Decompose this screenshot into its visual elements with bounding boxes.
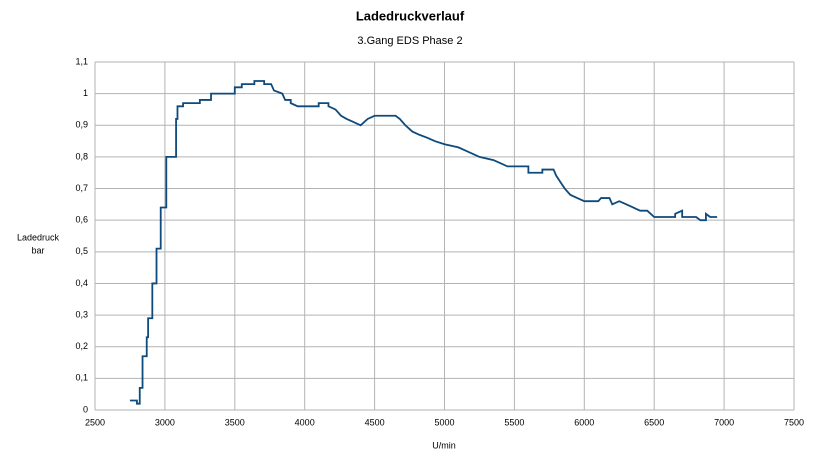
y-tick-label: 1,1 bbox=[75, 56, 88, 66]
y-tick-label: 0,2 bbox=[75, 341, 88, 351]
x-tick-label: 4000 bbox=[295, 417, 315, 427]
y-tick-label: 0,5 bbox=[75, 246, 88, 256]
x-tick-label: 7500 bbox=[784, 417, 804, 427]
y-tick-label: 0,6 bbox=[75, 215, 88, 225]
x-tick-label: 3000 bbox=[155, 417, 175, 427]
y-axis-label: bar bbox=[31, 245, 44, 255]
y-tick-label: 0,1 bbox=[75, 373, 88, 383]
x-tick-label: 2500 bbox=[85, 417, 105, 427]
data-line bbox=[129, 80, 718, 405]
y-tick-label: 0,7 bbox=[75, 183, 88, 193]
y-tick-label: 0,4 bbox=[75, 278, 88, 288]
x-tick-label: 5500 bbox=[504, 417, 524, 427]
chart-subtitle: 3.Gang EDS Phase 2 bbox=[357, 35, 462, 47]
x-tick-label: 6500 bbox=[644, 417, 664, 427]
y-tick-label: 1 bbox=[83, 88, 88, 98]
x-tick-label: 4500 bbox=[365, 417, 385, 427]
x-tick-label: 6000 bbox=[574, 417, 594, 427]
x-tick-label: 5000 bbox=[434, 417, 454, 427]
chart-title: Ladedruckverlauf bbox=[356, 8, 465, 23]
y-tick-label: 0,8 bbox=[75, 151, 88, 161]
x-tick-label: 3500 bbox=[225, 417, 245, 427]
x-axis-label: U/min bbox=[432, 440, 456, 450]
y-tick-label: 0,9 bbox=[75, 120, 88, 130]
x-tick-label: 7000 bbox=[714, 417, 734, 427]
y-tick-label: 0 bbox=[83, 404, 88, 414]
y-tick-label: 0,3 bbox=[75, 309, 88, 319]
y-axis-label: Ladedruck bbox=[17, 232, 60, 242]
